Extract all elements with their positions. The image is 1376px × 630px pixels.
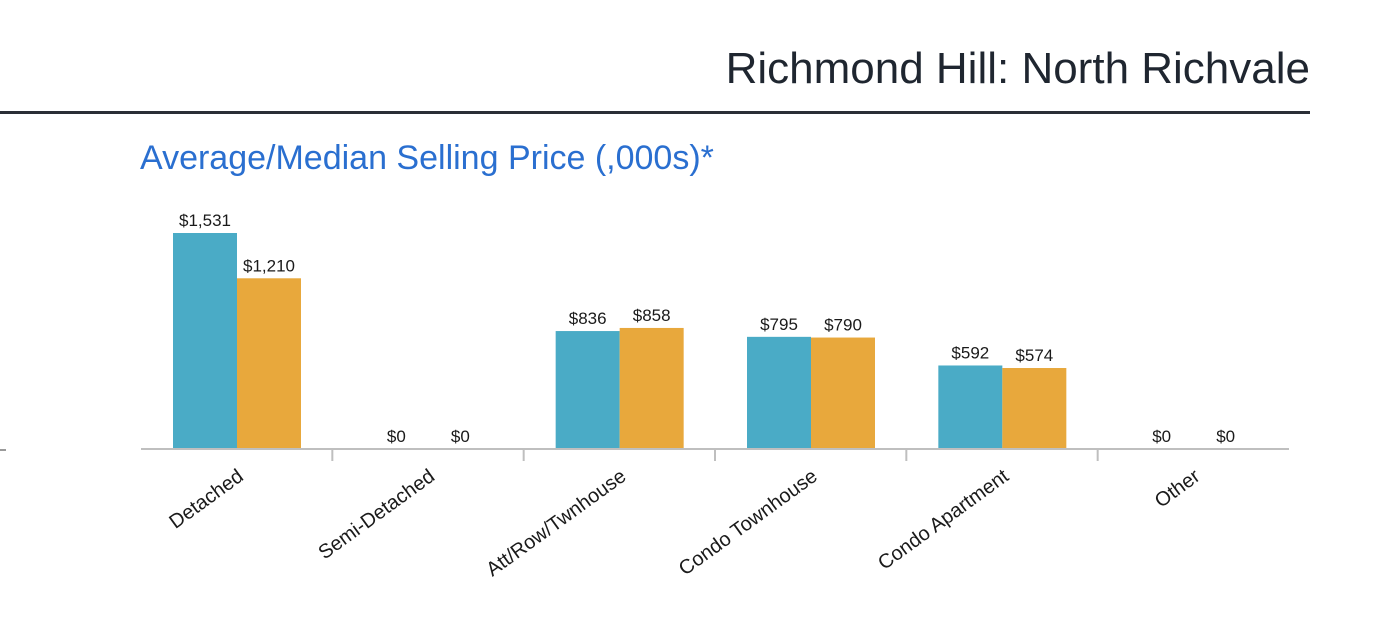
category-label-att-row-twnhouse: Att/Row/Twnhouse	[482, 465, 630, 581]
category-label-condo-townhouse: Condo Townhouse	[675, 465, 822, 580]
value-label-att-row-twnhouse-series-2: $858	[633, 306, 671, 325]
bars-layer	[173, 233, 1067, 449]
header-divider	[0, 111, 1310, 114]
left-edge-tick	[0, 449, 6, 451]
bar-condo-apartment-series-1	[938, 365, 1003, 449]
category-label-other: Other	[1151, 465, 1205, 512]
value-label-condo-apartment-series-2: $574	[1015, 346, 1053, 365]
value-label-condo-townhouse-series-2: $790	[824, 316, 862, 335]
category-label-condo-apartment: Condo Apartment	[874, 465, 1013, 575]
category-labels: Detached Semi-Detached Att/Row/Twnhouse Con…	[165, 465, 1204, 581]
bar-condo-townhouse-series-1	[747, 336, 811, 449]
category-label-semi-detached: Semi-Detached	[314, 465, 438, 564]
bar-att-row-twnhouse-series-1	[555, 331, 620, 449]
value-label-semi-detached-series-2: $0	[451, 427, 470, 446]
bar-condo-townhouse-series-2	[811, 337, 875, 449]
value-label-semi-detached-series-1: $0	[387, 427, 406, 446]
chart-title: Average/Median Selling Price (,000s)*	[140, 139, 714, 177]
bar-att-row-twnhouse-series-2	[619, 327, 684, 449]
value-label-condo-apartment-series-1: $592	[951, 343, 989, 362]
value-label-condo-townhouse-series-1: $795	[760, 315, 798, 334]
value-label-detached-series-2: $1,210	[243, 256, 295, 275]
bar-detached-series-2	[237, 278, 301, 449]
x-axis-ticks	[331, 449, 1099, 461]
value-label-att-row-twnhouse-series-1: $836	[569, 309, 607, 328]
value-labels-layer: $1,531 $1,210 $0 $0 $836 $858 $795 $790 $592 $574…	[179, 211, 1235, 446]
value-label-other-series-2: $0	[1216, 427, 1235, 446]
bar-detached-series-1	[173, 233, 237, 449]
value-label-detached-series-1: $1,531	[179, 211, 231, 230]
bar-condo-apartment-series-2	[1002, 368, 1067, 449]
page-title: Richmond Hill: North Richvale	[725, 44, 1310, 93]
value-label-other-series-1: $0	[1152, 427, 1171, 446]
category-label-detached: Detached	[165, 465, 247, 533]
